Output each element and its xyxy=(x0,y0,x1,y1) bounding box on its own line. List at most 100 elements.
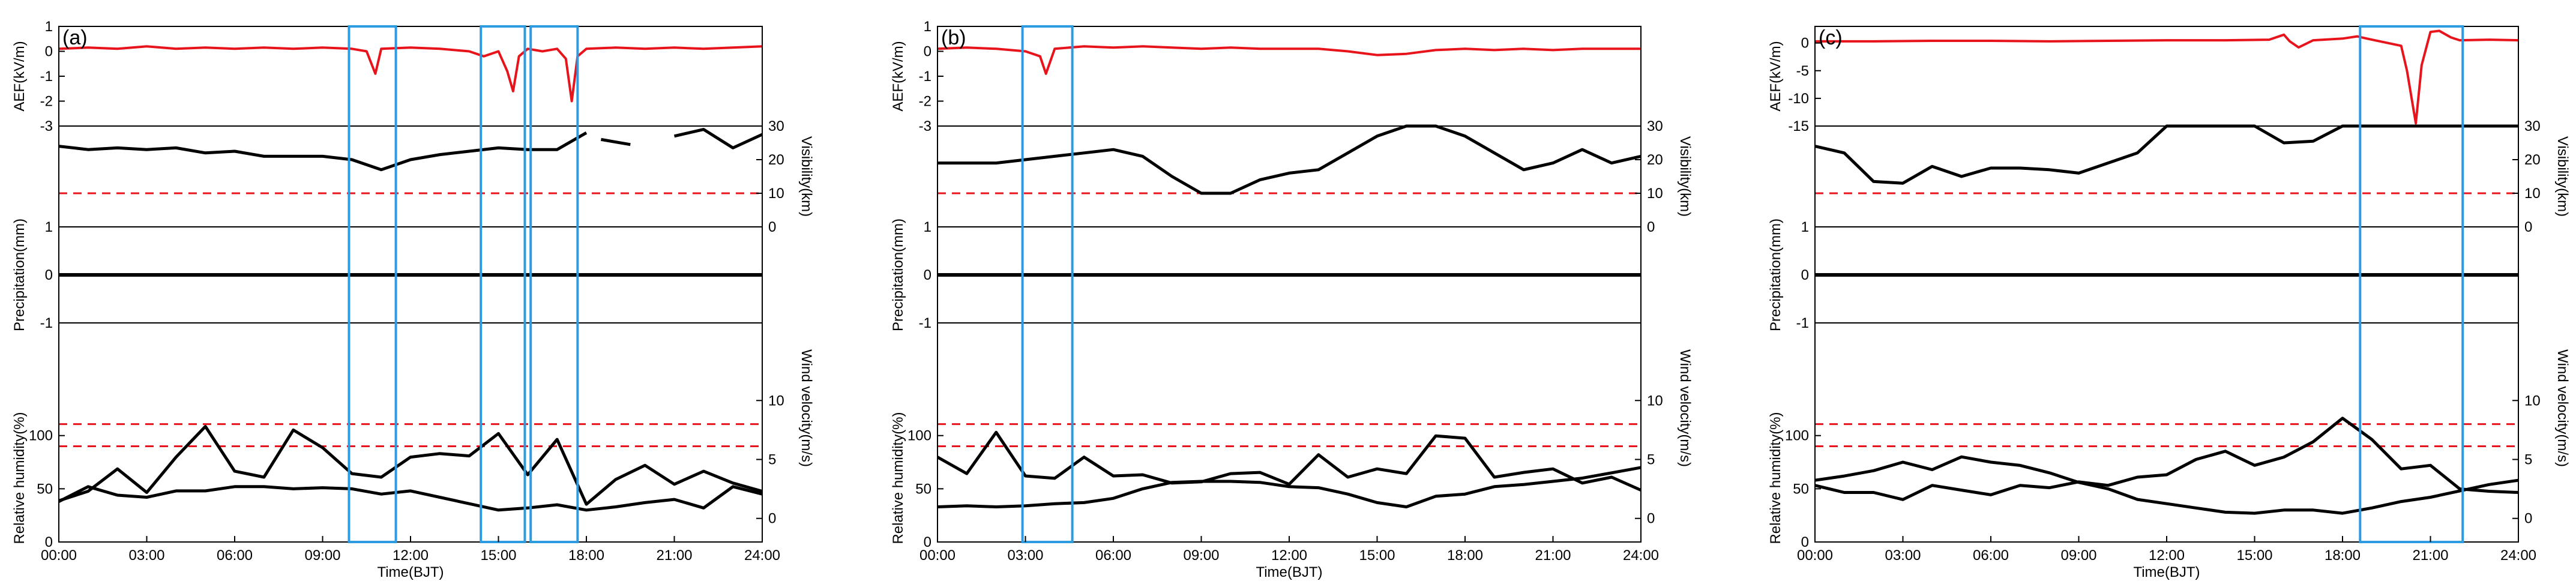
subplot-frame xyxy=(1814,125,2519,227)
visibility-series-line xyxy=(1814,124,2518,185)
x-tick-label: 00:00 xyxy=(919,547,955,564)
aef-y-axis-label: AEF(kV/m) xyxy=(890,41,906,111)
aef-y-tick-label: -15 xyxy=(1788,118,1809,134)
aef-y-tick-label: -1 xyxy=(40,68,53,85)
precipitation-y-tick-label: 0 xyxy=(1801,267,1809,283)
visibility-series-line xyxy=(673,128,763,149)
x-tick-label: 21:00 xyxy=(656,547,692,564)
humidity-series-line xyxy=(58,485,763,512)
visibility-y-tick-label: 30 xyxy=(2524,118,2541,134)
panel-c: 0-5-10-15AEF(kV/m)3020100Visibility(km)1… xyxy=(1768,25,2571,580)
panel-label: (c) xyxy=(1819,26,1843,49)
visibility-y-tick-label: 10 xyxy=(1647,185,1663,202)
aef-y-tick-label: 0 xyxy=(1801,35,1809,52)
humidity-y-axis-label: Relative humidity(%) xyxy=(11,412,28,544)
x-tick-label: 00:00 xyxy=(41,547,77,564)
humidity-y-tick-label: 100 xyxy=(29,428,53,444)
wind-series-line xyxy=(936,430,1642,492)
x-axis-label: Time(BJT) xyxy=(2133,564,2200,580)
humidity-y-axis-label: Relative humidity(%) xyxy=(890,412,906,544)
aef-y-axis-label: AEF(kV/m) xyxy=(11,41,28,111)
aef-y-tick-label: -3 xyxy=(919,118,931,134)
x-tick-label: 24:00 xyxy=(1623,547,1659,564)
x-tick-label: 09:00 xyxy=(2060,547,2096,564)
humidity-y-axis-label: Relative humidity(%) xyxy=(1768,412,1784,544)
precipitation-y-axis-label: Precipitation(mm) xyxy=(890,218,906,331)
precipitation-y-tick-label: -1 xyxy=(40,315,53,331)
highlight-box xyxy=(529,25,579,543)
highlight-box xyxy=(480,25,526,543)
x-tick-label: 03:00 xyxy=(1885,547,1921,564)
precipitation-y-tick-label: -1 xyxy=(919,315,931,331)
visibility-y-tick-label: 20 xyxy=(768,152,784,168)
x-tick-label: 12:00 xyxy=(2149,547,2185,564)
x-tick-label: 18:00 xyxy=(1447,547,1483,564)
wind-y-tick-label: 0 xyxy=(768,511,776,527)
wind-y-tick-label: 0 xyxy=(2524,511,2532,527)
wind-y-axis-label: Wind velocity(m/s) xyxy=(798,349,814,467)
wind-y-tick-label: 5 xyxy=(1647,452,1655,468)
visibility-y-tick-label: 0 xyxy=(2524,219,2532,235)
aef-y-tick-label: -10 xyxy=(1788,91,1809,107)
humidity-y-tick-label: 0 xyxy=(1801,534,1809,550)
humidity-series-line xyxy=(937,466,1642,508)
aef-series-line xyxy=(937,45,1641,75)
x-tick-label: 18:00 xyxy=(568,547,604,564)
aef-y-tick-label: -5 xyxy=(1796,63,1809,79)
visibility-y-tick-label: 10 xyxy=(2524,185,2541,202)
x-tick-label: 24:00 xyxy=(2500,547,2536,564)
wind-y-tick-label: 10 xyxy=(2524,393,2541,409)
x-tick-label: 00:00 xyxy=(1797,547,1833,564)
x-tick-label: 09:00 xyxy=(304,547,340,564)
visibility-series-line xyxy=(600,137,631,146)
wind-y-axis-label: Wind velocity(m/s) xyxy=(2554,349,2571,467)
wind-y-tick-label: 0 xyxy=(1647,511,1655,527)
panel-label: (b) xyxy=(941,26,966,49)
aef-y-tick-label: 0 xyxy=(45,44,53,60)
x-tick-label: 12:00 xyxy=(393,547,429,564)
x-tick-label: 06:00 xyxy=(1973,547,2009,564)
aef-series-line xyxy=(1815,29,2519,125)
humidity-y-tick-label: 50 xyxy=(37,481,53,497)
aef-y-tick-label: -2 xyxy=(919,94,931,110)
humidity-y-tick-label: 0 xyxy=(45,534,53,550)
visibility-series-line xyxy=(58,131,588,172)
x-tick-label: 21:00 xyxy=(2412,547,2448,564)
subplot-frame xyxy=(1814,322,2519,543)
x-tick-label: 15:00 xyxy=(2236,547,2272,564)
x-tick-label: 24:00 xyxy=(744,547,780,564)
x-tick-label: 03:00 xyxy=(1007,547,1043,564)
visibility-y-tick-label: 0 xyxy=(1647,219,1655,235)
visibility-y-axis-label: Visibility(km) xyxy=(2554,136,2571,217)
precipitation-y-axis-label: Precipitation(mm) xyxy=(11,218,28,331)
humidity-y-tick-label: 50 xyxy=(915,481,931,497)
panel-b: 10-1-2-3AEF(kV/m)3020100Visibility(km)10… xyxy=(890,19,1693,580)
precipitation-y-tick-label: 1 xyxy=(45,219,53,235)
highlight-box xyxy=(348,25,397,543)
humidity-y-tick-label: 0 xyxy=(924,534,931,550)
visibility-y-tick-label: 10 xyxy=(768,185,784,202)
precipitation-y-tick-label: 0 xyxy=(924,267,931,283)
aef-y-tick-label: 1 xyxy=(45,19,53,35)
wind-y-tick-label: 10 xyxy=(768,393,784,409)
precipitation-y-tick-label: 1 xyxy=(1801,219,1809,235)
visibility-y-tick-label: 30 xyxy=(1647,118,1663,134)
aef-y-tick-label: -2 xyxy=(40,94,53,110)
wind-series-line xyxy=(1814,417,2519,501)
x-tick-label: 06:00 xyxy=(217,547,253,564)
subplot-frame xyxy=(58,125,763,227)
humidity-y-tick-label: 100 xyxy=(1785,428,1809,444)
precipitation-y-tick-label: -1 xyxy=(1796,315,1809,331)
precipitation-y-tick-label: 1 xyxy=(924,219,931,235)
visibility-y-axis-label: Visibility(km) xyxy=(798,136,814,217)
x-tick-label: 09:00 xyxy=(1183,547,1219,564)
x-tick-label: 06:00 xyxy=(1095,547,1131,564)
aef-y-tick-label: -3 xyxy=(40,118,53,134)
highlight-box xyxy=(2359,25,2464,543)
subplot-frame xyxy=(937,322,1642,543)
subplot-frame xyxy=(58,322,763,543)
visibility-y-tick-label: 30 xyxy=(768,118,784,134)
highlight-box xyxy=(1021,25,1074,543)
x-tick-label: 15:00 xyxy=(480,547,516,564)
